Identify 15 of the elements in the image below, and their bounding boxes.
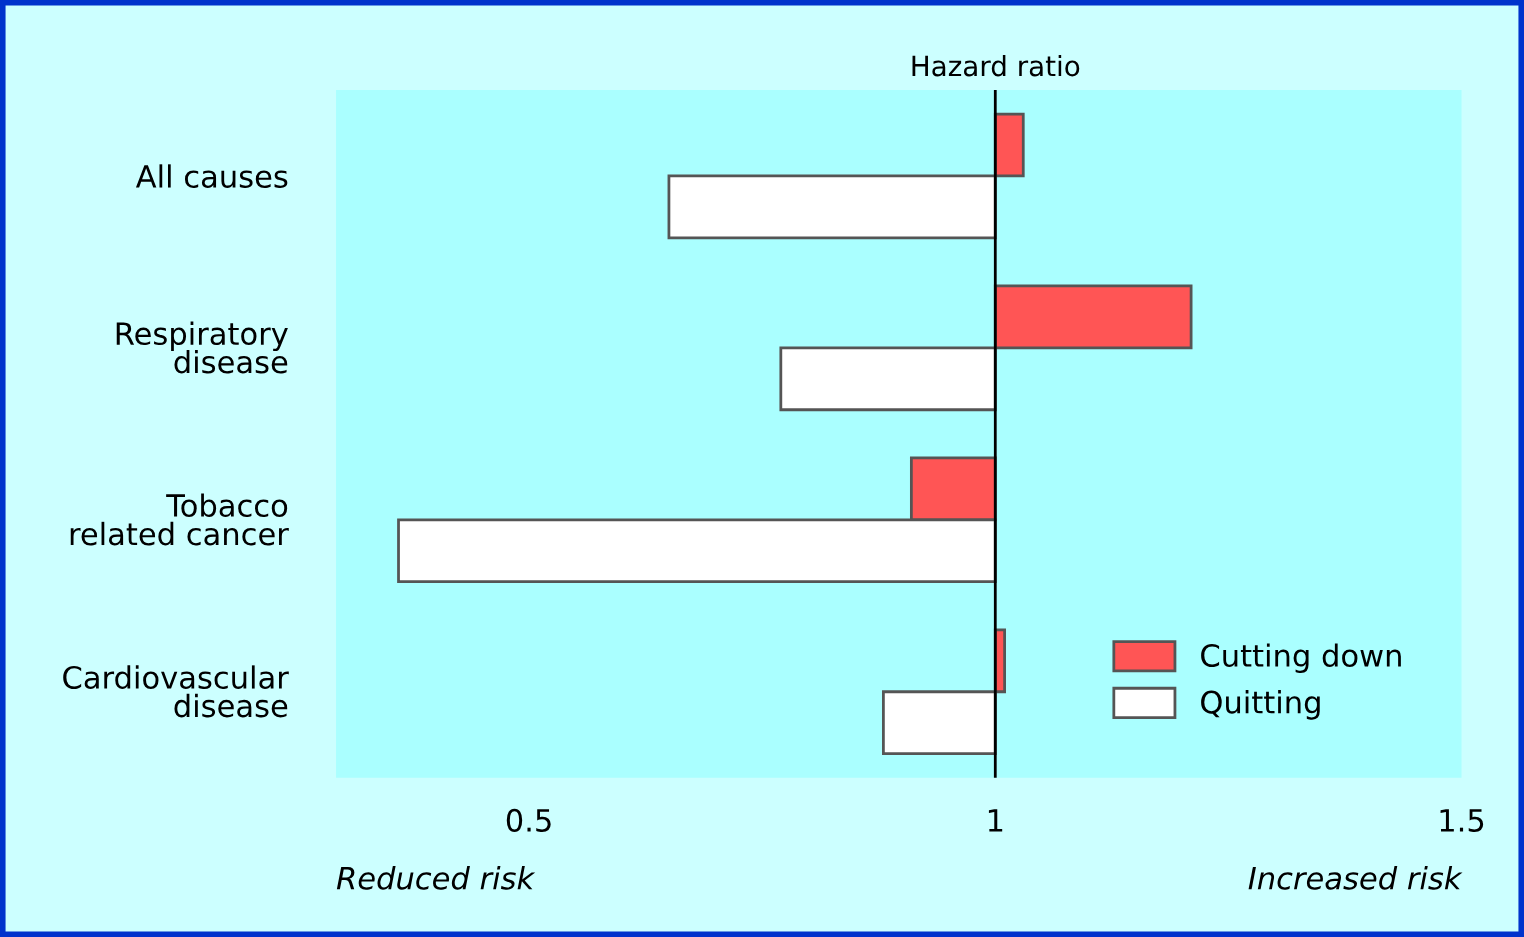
- bar: [779, 346, 997, 412]
- bar: [882, 690, 997, 756]
- text: Increased risk: [1248, 866, 1463, 890]
- x-tick-label: 1.5: [1440, 809, 1484, 832]
- x-tick-label: 1: [988, 809, 1003, 832]
- legend-label: Quitting: [1201, 690, 1320, 720]
- y-tick-label: Respiratory disease: [116, 321, 288, 374]
- bar: [667, 174, 997, 240]
- legend-label: Cutting down: [1201, 643, 1401, 673]
- chart-title: Hazard ratio: [912, 54, 1080, 77]
- y-tick-label: All causes: [135, 164, 288, 188]
- text: Reduced risk: [336, 866, 536, 890]
- y-tick-label: Cardiovascular disease: [63, 665, 289, 718]
- y-tick-label: Tobacco related cancer: [70, 493, 289, 546]
- x-tick-label: 0.5: [506, 808, 551, 832]
